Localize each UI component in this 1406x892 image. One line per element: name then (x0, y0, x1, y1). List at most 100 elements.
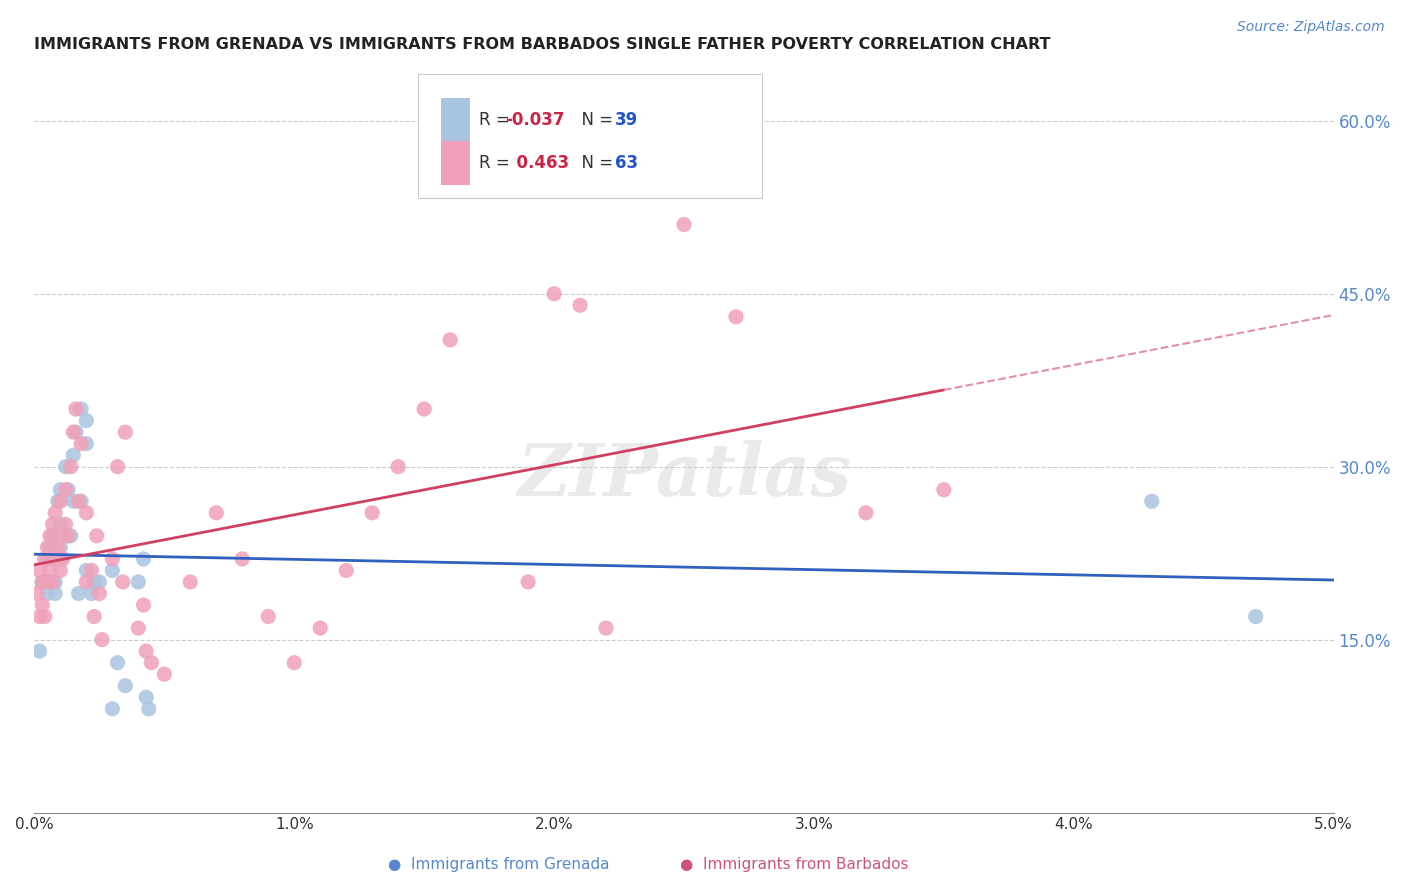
Text: -0.037: -0.037 (505, 112, 564, 129)
Point (75, 574, 97, 589)
Text: N =: N = (571, 153, 619, 172)
Point (28, 644, 51, 658)
Point (37, 541, 59, 555)
Point (52, 552, 75, 566)
Point (101, 564, 124, 578)
Point (31, 574, 53, 589)
Point (75, 413, 97, 427)
Point (31, 574, 53, 589)
Point (46, 541, 69, 555)
FancyBboxPatch shape (441, 98, 470, 142)
Point (39, 529, 62, 543)
Point (67, 586, 90, 600)
Point (37, 586, 59, 600)
Text: 0.463: 0.463 (505, 153, 569, 172)
Point (127, 621, 149, 635)
Point (86, 529, 108, 543)
Text: Source: ZipAtlas.com: Source: ZipAtlas.com (1237, 20, 1385, 34)
Text: ●  Immigrants from Grenada: ● Immigrants from Grenada (388, 857, 610, 872)
Point (55, 517, 77, 532)
Point (257, 609, 280, 624)
Point (1244, 609, 1267, 624)
Point (138, 702, 160, 716)
Point (135, 690, 157, 705)
Point (70, 436, 93, 450)
Point (101, 552, 124, 566)
Text: N =: N = (571, 112, 619, 129)
Point (62, 425, 84, 439)
Point (855, 506, 877, 520)
Point (44, 574, 66, 589)
Point (141, 656, 163, 670)
Point (569, 298, 592, 312)
Point (67, 494, 90, 508)
Point (132, 552, 155, 566)
Text: 39: 39 (616, 112, 638, 129)
Point (114, 679, 136, 693)
Point (44, 506, 66, 520)
Point (135, 644, 157, 658)
Point (543, 286, 565, 301)
Point (39, 541, 62, 555)
Point (49, 483, 72, 497)
Point (31, 598, 53, 612)
FancyBboxPatch shape (441, 141, 470, 185)
Point (49, 494, 72, 508)
Text: ●  Immigrants from Barbados: ● Immigrants from Barbados (681, 857, 908, 872)
Point (672, 218, 695, 232)
Point (107, 656, 129, 670)
Text: 63: 63 (616, 153, 638, 172)
Point (153, 667, 176, 681)
Point (25, 586, 48, 600)
Point (49, 552, 72, 566)
FancyBboxPatch shape (418, 74, 762, 198)
Point (75, 564, 97, 578)
Point (83, 574, 105, 589)
Point (335, 564, 357, 578)
Point (361, 506, 384, 520)
Point (34, 552, 56, 566)
Point (724, 310, 747, 324)
Point (179, 574, 201, 589)
Point (46, 494, 69, 508)
Point (41, 517, 63, 532)
Point (62, 494, 84, 508)
Point (387, 459, 409, 474)
Point (107, 459, 129, 474)
Point (49, 529, 72, 543)
Point (65, 425, 87, 439)
Point (89, 586, 111, 600)
Point (49, 517, 72, 532)
Point (413, 402, 436, 417)
Point (91, 632, 114, 647)
Point (65, 402, 87, 417)
Point (70, 402, 93, 417)
Point (595, 621, 617, 635)
Point (56, 483, 79, 497)
Point (132, 598, 155, 612)
Point (932, 483, 955, 497)
Point (37, 574, 59, 589)
Point (89, 574, 111, 589)
Point (41, 552, 63, 566)
Point (55, 483, 77, 497)
Text: R =: R = (478, 153, 515, 172)
Point (101, 702, 124, 716)
Point (34, 609, 56, 624)
Point (49, 541, 72, 555)
Point (75, 506, 97, 520)
Point (59, 529, 82, 543)
Point (83, 609, 105, 624)
Point (111, 574, 134, 589)
Point (127, 574, 149, 589)
Point (70, 494, 93, 508)
Point (1140, 494, 1163, 508)
Point (231, 552, 253, 566)
Point (59, 459, 82, 474)
Point (80, 564, 103, 578)
Point (62, 448, 84, 462)
Text: IMMIGRANTS FROM GRENADA VS IMMIGRANTS FROM BARBADOS SINGLE FATHER POVERTY CORREL: IMMIGRANTS FROM GRENADA VS IMMIGRANTS FR… (34, 37, 1050, 53)
Point (39, 564, 62, 578)
Point (41, 574, 63, 589)
Point (205, 506, 228, 520)
